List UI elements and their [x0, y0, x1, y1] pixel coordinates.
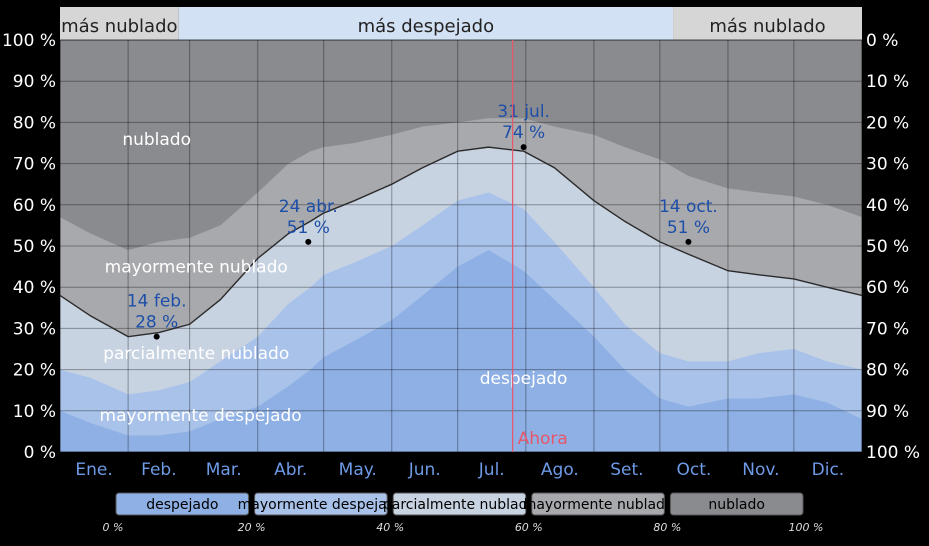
- annotation-value: 51 %: [287, 218, 330, 238]
- month-label: Abr.: [274, 460, 307, 480]
- month-label: Ago.: [541, 460, 579, 480]
- y-tick-right: 40 %: [866, 196, 909, 216]
- region-label: parcialmente nublado: [103, 344, 289, 364]
- y-tick-left: 50 %: [13, 237, 56, 257]
- y-tick-right: 90 %: [866, 402, 909, 422]
- y-tick-right: 100 %: [866, 443, 920, 463]
- month-label: Oct.: [677, 460, 712, 480]
- y-tick-left: 30 %: [13, 319, 56, 339]
- y-tick-left: 40 %: [13, 278, 56, 298]
- boundary-line: [59, 146, 863, 338]
- annotation-dot: [685, 238, 692, 245]
- y-tick-right: 70 %: [866, 319, 909, 339]
- annotation-date: 31 jul.: [497, 102, 550, 122]
- legend-tick: 20 %: [238, 521, 266, 534]
- annotation-value: 51 %: [667, 218, 710, 238]
- legend-swatch: [254, 492, 388, 516]
- y-tick-left: 70 %: [13, 155, 56, 175]
- y-tick-left: 60 %: [13, 196, 56, 216]
- y-tick-right: 50 %: [866, 237, 909, 257]
- month-label: May.: [339, 460, 377, 480]
- legend-tick: 60 %: [515, 521, 543, 534]
- season-segment: [673, 7, 862, 40]
- y-axis-left: 0 % 10 % 20 % 30 % 40 % 50 % 60 % 70 % 80 % 90 % 1…: [2, 31, 56, 463]
- season-label: más nublado: [709, 16, 825, 37]
- season-label: más despejado: [358, 16, 495, 37]
- season-segment: [178, 7, 674, 40]
- legend-tick: 0 %: [103, 521, 124, 534]
- annotation-value: 74 %: [502, 123, 545, 143]
- month-label: Ene.: [75, 460, 112, 480]
- y-tick-left: 0 %: [24, 443, 56, 463]
- legend-label: nublado: [708, 497, 765, 513]
- x-axis-months: Ene. Feb. Mar. Abr. May. Jun. Jul. Ago. Set. Oct.…: [75, 460, 844, 480]
- legend-swatch: [531, 492, 665, 516]
- y-tick-right: 60 %: [866, 278, 909, 298]
- region-label: mayormente nublado: [105, 258, 288, 278]
- legend-tick: 100 %: [789, 521, 824, 534]
- y-tick-right: 0 %: [866, 31, 898, 51]
- area-despejado: [60, 250, 862, 452]
- legend-label: mayormente despejado: [238, 497, 404, 513]
- legend-tick: 40 %: [376, 521, 404, 534]
- y-tick-left: 90 %: [13, 72, 56, 92]
- region-labels: nublado mayormente nublado parcialmente nu…: [100, 130, 568, 426]
- legend: despejado mayormente despejadoparcialment…: [103, 492, 824, 534]
- region-label: mayormente despejado: [100, 406, 302, 426]
- region-label: despejado: [480, 369, 568, 389]
- y-tick-left: 10 %: [13, 402, 56, 422]
- y-tick-left: 20 %: [13, 361, 56, 381]
- season-segment: [60, 7, 179, 40]
- legend-tick: 80 %: [653, 521, 681, 534]
- y-axis-right: 100 % 90 % 80 % 70 % 60 % 50 % 40 % 30 % 20 % 10 …: [866, 31, 920, 463]
- annotation-date: 14 feb.: [127, 292, 187, 312]
- month-label: Jun.: [408, 460, 441, 480]
- annotation-date: 14 oct.: [659, 197, 718, 217]
- annotation-date: 24 abr.: [279, 197, 338, 217]
- region-label: nublado: [122, 130, 191, 150]
- legend-swatch: [115, 492, 250, 516]
- y-tick-right: 30 %: [866, 155, 909, 175]
- month-label: Dic.: [812, 460, 845, 480]
- month-label: Jul.: [478, 460, 505, 480]
- y-tick-right: 10 %: [866, 72, 909, 92]
- plot-frame: [59, 39, 863, 453]
- month-label: Feb.: [141, 460, 177, 480]
- boundary-line-path: [59, 146, 863, 338]
- month-label: Mar.: [206, 460, 242, 480]
- legend-label: parcialmente nublado: [383, 497, 536, 513]
- legend-label: despejado: [146, 497, 218, 513]
- legend-label: mayormente nublado: [523, 497, 674, 513]
- annotation-dot: [305, 238, 312, 245]
- legend-swatch: [392, 492, 527, 516]
- annotation-value: 28 %: [135, 313, 178, 333]
- season-label: más nublado: [61, 16, 177, 37]
- annotation-dot: [520, 144, 527, 151]
- now-marker: Ahora: [512, 40, 568, 452]
- month-label: Set.: [610, 460, 643, 480]
- now-label: Ahora: [518, 429, 568, 449]
- cloud-cover-areas: [60, 40, 862, 452]
- y-tick-right: 80 %: [866, 361, 909, 381]
- grid-lines: [59, 39, 863, 453]
- y-tick-right: 20 %: [866, 113, 909, 133]
- y-tick-left: 80 %: [13, 113, 56, 133]
- annotation-dot: [153, 333, 160, 340]
- y-tick-left: 100 %: [2, 31, 56, 51]
- month-label: Nov.: [742, 460, 779, 480]
- season-band: más nublado más despejado más nublado: [60, 7, 862, 40]
- legend-swatch: [669, 492, 804, 516]
